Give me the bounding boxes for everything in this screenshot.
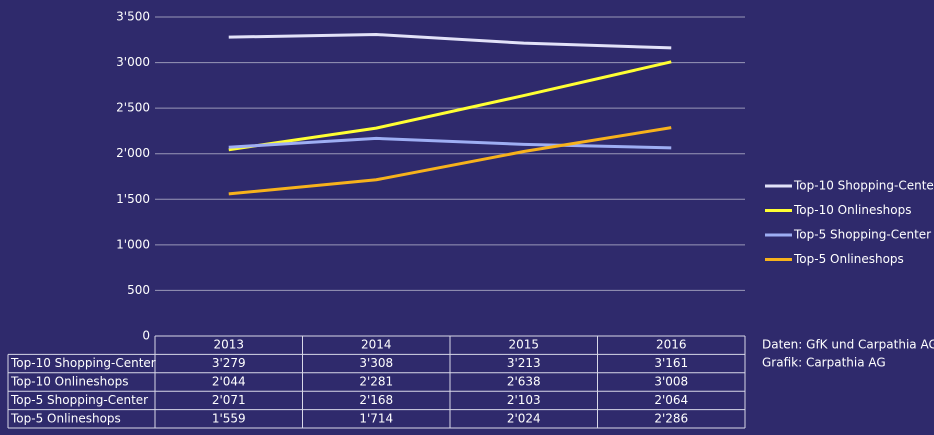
series-line	[228, 60, 672, 152]
legend-label: Top-5 Shopping-Center	[793, 228, 931, 242]
x-tick-label: 2014	[361, 338, 392, 352]
y-tick-label: 3'500	[116, 10, 150, 24]
y-tick-label: 0	[142, 329, 150, 343]
table-cell: 3'008	[654, 375, 688, 389]
y-tick-label: 3'000	[116, 55, 150, 69]
source-note: Grafik: Carpathia AG	[762, 356, 886, 370]
source-note: Daten: GfK und Carpathia AG	[762, 338, 934, 352]
series-line	[228, 126, 672, 196]
x-tick-label: 2016	[656, 338, 687, 352]
x-tick-label: 2013	[213, 338, 244, 352]
table-cell: 2'044	[212, 375, 246, 389]
table-cell: 2'103	[507, 393, 541, 407]
table-cell: 2'024	[507, 411, 541, 425]
table-cell: 2'064	[654, 393, 688, 407]
table-cell: 3'161	[654, 356, 688, 370]
y-tick-label: 1'500	[116, 192, 150, 206]
table-cell: 2'071	[212, 393, 246, 407]
table-cell: 1'714	[359, 411, 393, 425]
legend-label: Top-5 Onlineshops	[793, 252, 904, 266]
y-tick-label: 2'000	[116, 146, 150, 160]
table-row-label: Top-10 Shopping-Center	[10, 356, 156, 370]
series-line	[228, 136, 672, 150]
x-tick-label: 2015	[508, 338, 539, 352]
y-tick-label: 2'500	[116, 101, 150, 115]
table-cell: 3'308	[359, 356, 393, 370]
table-row-label: Top-5 Onlineshops	[10, 411, 121, 425]
table-row-label: Top-10 Onlineshops	[10, 375, 128, 389]
legend-label: Top-10 Onlineshops	[793, 203, 911, 217]
table-row-label: Top-5 Shopping-Center	[10, 393, 148, 407]
table-cell: 1'559	[212, 411, 246, 425]
table-cell: 3'213	[507, 356, 541, 370]
table-cell: 2'286	[654, 411, 688, 425]
y-tick-label: 1'000	[116, 237, 150, 251]
table-cell: 2'281	[359, 375, 393, 389]
table-cell: 2'168	[359, 393, 393, 407]
series-line	[228, 32, 672, 50]
y-tick-label: 500	[127, 283, 150, 297]
table-cell: 2'638	[507, 375, 541, 389]
table-cell: 3'279	[212, 356, 246, 370]
legend-label: Top-10 Shopping-Center	[793, 179, 934, 193]
